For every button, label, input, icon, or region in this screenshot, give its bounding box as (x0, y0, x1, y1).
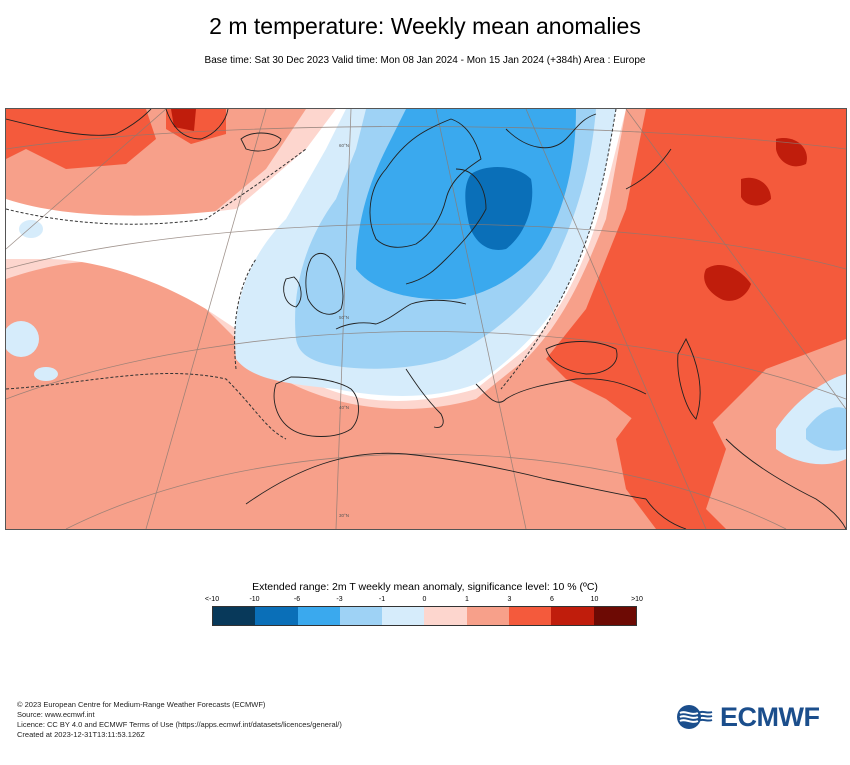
legend-swatch (213, 607, 256, 625)
legend-tick: >10 (631, 596, 643, 603)
footer-credits: © 2023 European Centre for Medium-Range … (17, 700, 342, 740)
legend-tick: -6 (293, 596, 301, 603)
ecmwf-logo-text: ECMWF (720, 701, 820, 732)
legend-swatch (339, 607, 383, 625)
chart-title: 2 m temperature: Weekly mean anomalies (209, 13, 641, 39)
lat-label-60: 60°N (339, 143, 349, 148)
legend-tick-labels: <-10 -10 -6 -3 -1 0 1 3 6 10 >10 (205, 596, 643, 606)
legend-tick: 3 (507, 596, 512, 603)
greenland-warm (6, 109, 156, 169)
lat-label-40: 40°N (339, 405, 349, 410)
legend-tick: <-10 (204, 596, 220, 603)
anomaly-map: 60°N 50°N 40°N 30°N (5, 108, 847, 530)
coastlines (6, 109, 846, 529)
ecmwf-logo: ECMWF (676, 702, 836, 732)
legend-swatch (255, 607, 298, 625)
significance-contour (6, 109, 617, 440)
legend-title: Extended range: 2m T weekly mean anomaly… (252, 581, 598, 593)
legend-tick: 0 (422, 596, 427, 603)
lat-label-50: 50°N (339, 315, 349, 320)
legend-tick: 10 (590, 596, 599, 603)
legend-tick: 6 (550, 596, 554, 603)
legend-swatch (466, 607, 510, 625)
footer-created: Created at 2023-12-31T13:11:53.126Z (17, 730, 145, 739)
eastern-warm (546, 109, 846, 439)
map-canvas: 60°N 50°N 40°N 30°N (6, 109, 846, 529)
graticule (6, 109, 846, 529)
legend-swatch (297, 607, 340, 625)
ecmwf-logo-icon (677, 705, 713, 729)
legend-swatch (424, 607, 467, 625)
legend-colorbar (212, 606, 637, 626)
legend-swatch (551, 607, 594, 625)
legend-tick: -3 (336, 596, 343, 603)
legend-tick: -10 (249, 596, 260, 603)
footer-source: Source: www.ecmwf.int (17, 710, 95, 719)
footer-licence: Licence: CC BY 4.0 and ECMWF Terms of Us… (17, 720, 342, 729)
chart-subtitle: Base time: Sat 30 Dec 2023 Valid time: M… (204, 55, 646, 66)
legend-swatch (593, 607, 636, 625)
legend-tick: 1 (465, 596, 469, 603)
lat-label-30: 30°N (339, 513, 349, 518)
legend-tick: -1 (378, 596, 386, 603)
legend-swatch (509, 607, 552, 625)
legend-swatch (382, 607, 425, 625)
footer-copyright: © 2023 European Centre for Medium-Range … (17, 700, 266, 709)
